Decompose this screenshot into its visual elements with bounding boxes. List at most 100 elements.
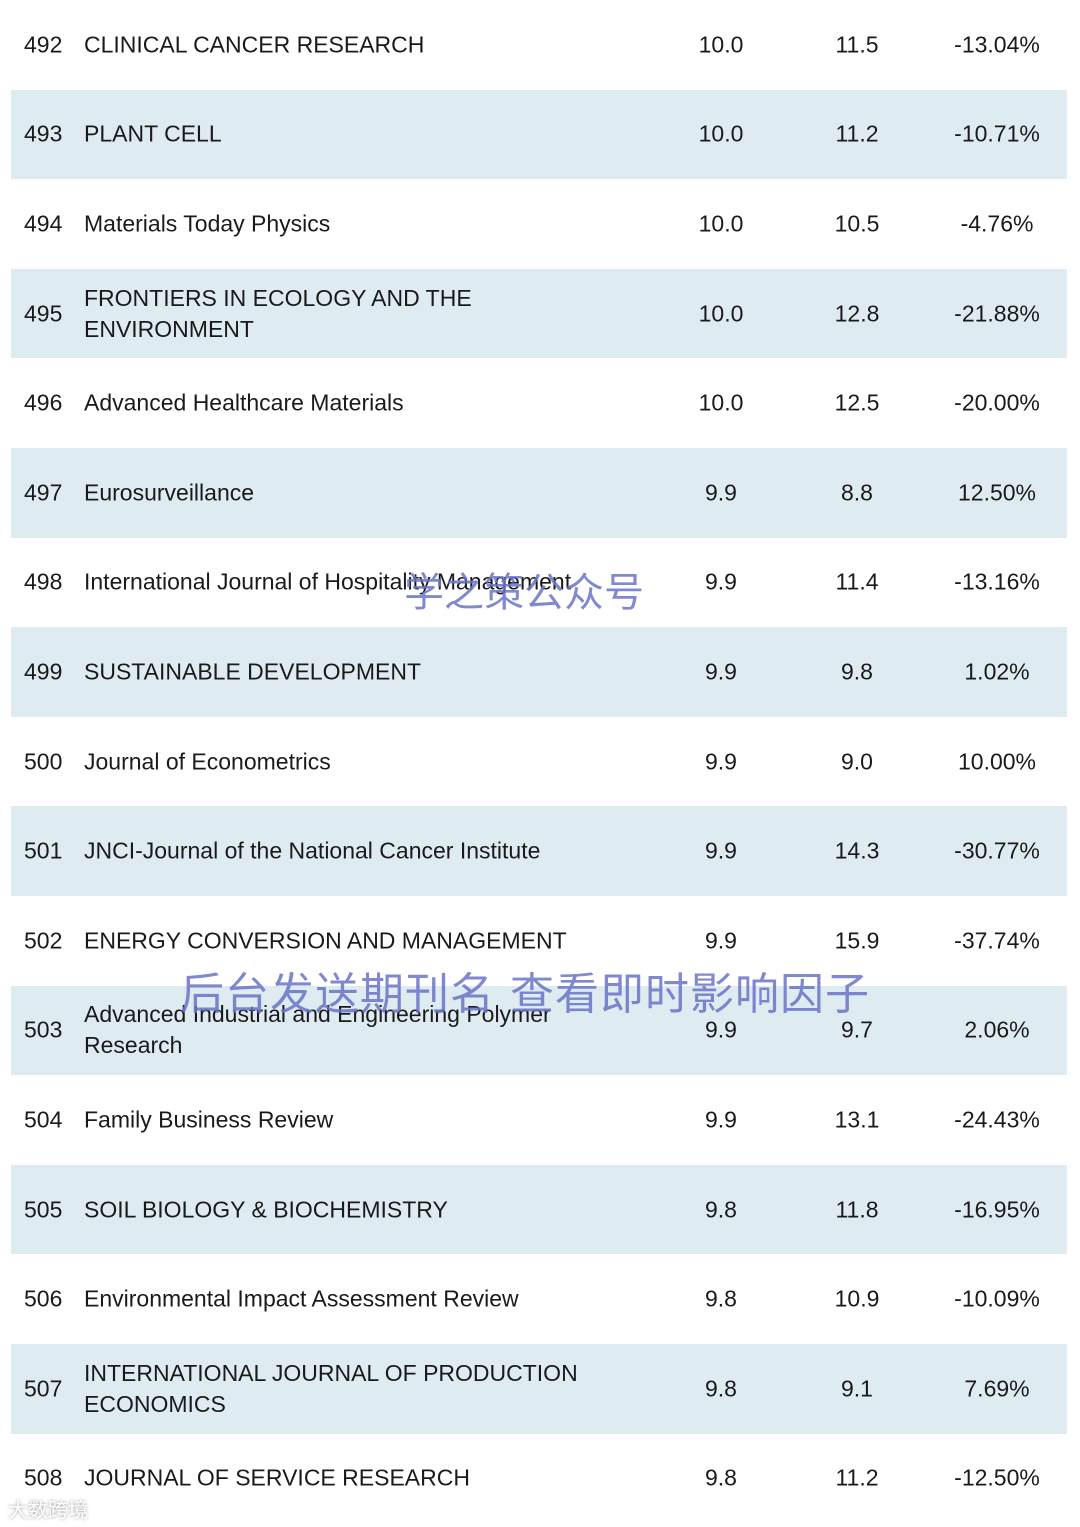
- previous-impact-factor-cell: 9.8: [841, 658, 873, 685]
- impact-factor-cell: 9.9: [705, 479, 737, 506]
- rank-cell: 505: [24, 1196, 63, 1223]
- impact-factor-cell: 10.0: [698, 31, 744, 58]
- change-percent-cell: -13.04%: [954, 31, 1040, 58]
- table-row: 508 JOURNAL OF SERVICE RESEARCH 9.8 11.2 -12…: [11, 1434, 1067, 1524]
- rank-cell: 498: [24, 568, 63, 595]
- table-row: 496 Advanced Healthcare Materials 10.0 12.5…: [11, 358, 1067, 448]
- journal-name-cell: Advanced Industrial and Engineering Poly…: [84, 1001, 551, 1059]
- table-row: 507 INTERNATIONAL JOURNAL OF PRODUCTION E…: [11, 1343, 1067, 1434]
- rank-cell: 507: [24, 1375, 63, 1402]
- impact-factor-cell: 9.9: [705, 658, 737, 685]
- journal-table: 492 CLINICAL CANCER RESEARCH 10.0 11.5 -13.0…: [11, 0, 1067, 1523]
- table-row: 503 Advanced Industrial and Engineering P…: [11, 985, 1067, 1076]
- journal-name-cell: CLINICAL CANCER RESEARCH: [84, 31, 425, 58]
- rank-cell: 499: [24, 658, 63, 685]
- journal-name-cell: JOURNAL OF SERVICE RESEARCH: [84, 1464, 470, 1491]
- table-row: 500 Journal of Econometrics 9.9 9.0 10.00%: [11, 717, 1067, 807]
- rank-cell: 495: [24, 300, 63, 327]
- journal-name-cell: Family Business Review: [84, 1106, 334, 1133]
- rank-cell: 492: [24, 31, 63, 58]
- change-percent-cell: -16.95%: [954, 1196, 1040, 1223]
- table-row: 504 Family Business Review 9.9 13.1 -24.43%: [11, 1075, 1067, 1165]
- change-percent-cell: -37.74%: [954, 927, 1040, 954]
- table-row: 494 Materials Today Physics 10.0 10.5 -4.76%: [11, 179, 1067, 269]
- journal-name-cell: ENERGY CONVERSION AND MANAGEMENT: [84, 927, 567, 954]
- impact-factor-cell: 9.8: [705, 1375, 737, 1402]
- previous-impact-factor-cell: 14.3: [834, 837, 880, 864]
- journal-name-cell: Eurosurveillance: [84, 479, 255, 506]
- impact-factor-cell: 10.0: [698, 210, 744, 237]
- journal-name-cell: Environmental Impact Assessment Review: [84, 1285, 519, 1312]
- impact-factor-cell: 9.9: [705, 1106, 737, 1133]
- rank-cell: 496: [24, 389, 63, 416]
- change-percent-cell: -13.16%: [954, 568, 1040, 595]
- impact-factor-cell: 10.0: [698, 300, 744, 327]
- impact-factor-cell: 9.8: [705, 1285, 737, 1312]
- rank-cell: 497: [24, 479, 63, 506]
- table-row: 501 JNCI-Journal of the National Cancer I…: [11, 806, 1067, 896]
- previous-impact-factor-cell: 9.7: [841, 1016, 873, 1043]
- impact-factor-cell: 10.0: [698, 120, 744, 147]
- rank-cell: 504: [24, 1106, 63, 1133]
- impact-factor-cell: 9.8: [705, 1196, 737, 1223]
- change-percent-cell: -21.88%: [954, 300, 1040, 327]
- previous-impact-factor-cell: 11.8: [835, 1196, 879, 1223]
- change-percent-cell: 12.50%: [957, 479, 1036, 506]
- impact-factor-cell: 9.9: [705, 927, 737, 954]
- table-row: 497 Eurosurveillance 9.9 8.8 12.50%: [11, 447, 1067, 538]
- table-row: 502 ENERGY CONVERSION AND MANAGEMENT 9.9 15…: [11, 896, 1067, 986]
- rank-cell: 500: [24, 748, 63, 775]
- corner-watermark: 大数跨境: [8, 1498, 88, 1522]
- table-row: 493 PLANT CELL 10.0 11.2 -10.71%: [11, 89, 1067, 180]
- journal-name-cell: SOIL BIOLOGY & BIOCHEMISTRY: [84, 1196, 448, 1223]
- journal-name-cell: Journal of Econometrics: [84, 748, 331, 775]
- change-percent-cell: 10.00%: [957, 748, 1036, 775]
- impact-factor-cell: 9.9: [705, 568, 737, 595]
- change-percent-cell: -4.76%: [960, 210, 1034, 237]
- change-percent-cell: -20.00%: [954, 389, 1040, 416]
- change-percent-cell: 2.06%: [964, 1016, 1030, 1043]
- rank-cell: 501: [24, 837, 63, 864]
- impact-factor-cell: 9.9: [705, 1016, 737, 1043]
- table-row: 505 SOIL BIOLOGY & BIOCHEMISTRY 9.8 11.8 -16…: [11, 1164, 1067, 1255]
- previous-impact-factor-cell: 12.8: [834, 300, 880, 327]
- change-percent-cell: 7.69%: [964, 1375, 1030, 1402]
- impact-factor-cell: 10.0: [698, 389, 744, 416]
- journal-name-cell: INTERNATIONAL JOURNAL OF PRODUCTION ECON…: [84, 1359, 578, 1417]
- change-percent-cell: -10.71%: [954, 120, 1040, 147]
- rank-cell: 503: [24, 1016, 63, 1043]
- change-percent-cell: 1.02%: [964, 658, 1030, 685]
- previous-impact-factor-cell: 11.2: [835, 120, 879, 147]
- journal-name-cell: FRONTIERS IN ECOLOGY AND THE ENVIRONMENT: [84, 284, 472, 342]
- previous-impact-factor-cell: 12.5: [834, 389, 880, 416]
- table-row: 506 Environmental Impact Assessment Revie…: [11, 1254, 1067, 1344]
- journal-name-cell: International Journal of Hospitality Man…: [84, 568, 572, 595]
- journal-name-cell: PLANT CELL: [84, 120, 222, 147]
- rank-cell: 502: [24, 927, 63, 954]
- rank-cell: 508: [24, 1464, 63, 1491]
- previous-impact-factor-cell: 10.9: [834, 1285, 880, 1312]
- previous-impact-factor-cell: 11.2: [835, 1464, 879, 1491]
- change-percent-cell: -24.43%: [954, 1106, 1040, 1133]
- rank-cell: 494: [24, 210, 63, 237]
- impact-factor-cell: 9.9: [705, 837, 737, 864]
- previous-impact-factor-cell: 8.8: [841, 479, 873, 506]
- change-percent-cell: -30.77%: [954, 837, 1040, 864]
- previous-impact-factor-cell: 9.0: [841, 748, 873, 775]
- impact-factor-cell: 9.9: [705, 748, 737, 775]
- previous-impact-factor-cell: 9.1: [841, 1375, 873, 1402]
- previous-impact-factor-cell: 15.9: [834, 927, 880, 954]
- table-row: 495 FRONTIERS IN ECOLOGY AND THE ENVIRONM…: [11, 268, 1067, 359]
- table-row: 499 SUSTAINABLE DEVELOPMENT 9.9 9.8 1.02%: [11, 627, 1067, 717]
- table-row: 498 International Journal of Hospitality …: [11, 538, 1067, 628]
- journal-name-cell: Materials Today Physics: [84, 210, 331, 237]
- rank-cell: 493: [24, 120, 63, 147]
- journal-name-cell: SUSTAINABLE DEVELOPMENT: [84, 658, 421, 685]
- previous-impact-factor-cell: 11.4: [835, 568, 879, 595]
- impact-factor-cell: 9.8: [705, 1464, 737, 1491]
- table-row: 492 CLINICAL CANCER RESEARCH 10.0 11.5 -13.0…: [11, 0, 1067, 90]
- change-percent-cell: -10.09%: [954, 1285, 1040, 1312]
- journal-name-cell: JNCI-Journal of the National Cancer Inst…: [84, 837, 541, 864]
- journal-name-cell: Advanced Healthcare Materials: [84, 389, 404, 416]
- rank-cell: 506: [24, 1285, 63, 1312]
